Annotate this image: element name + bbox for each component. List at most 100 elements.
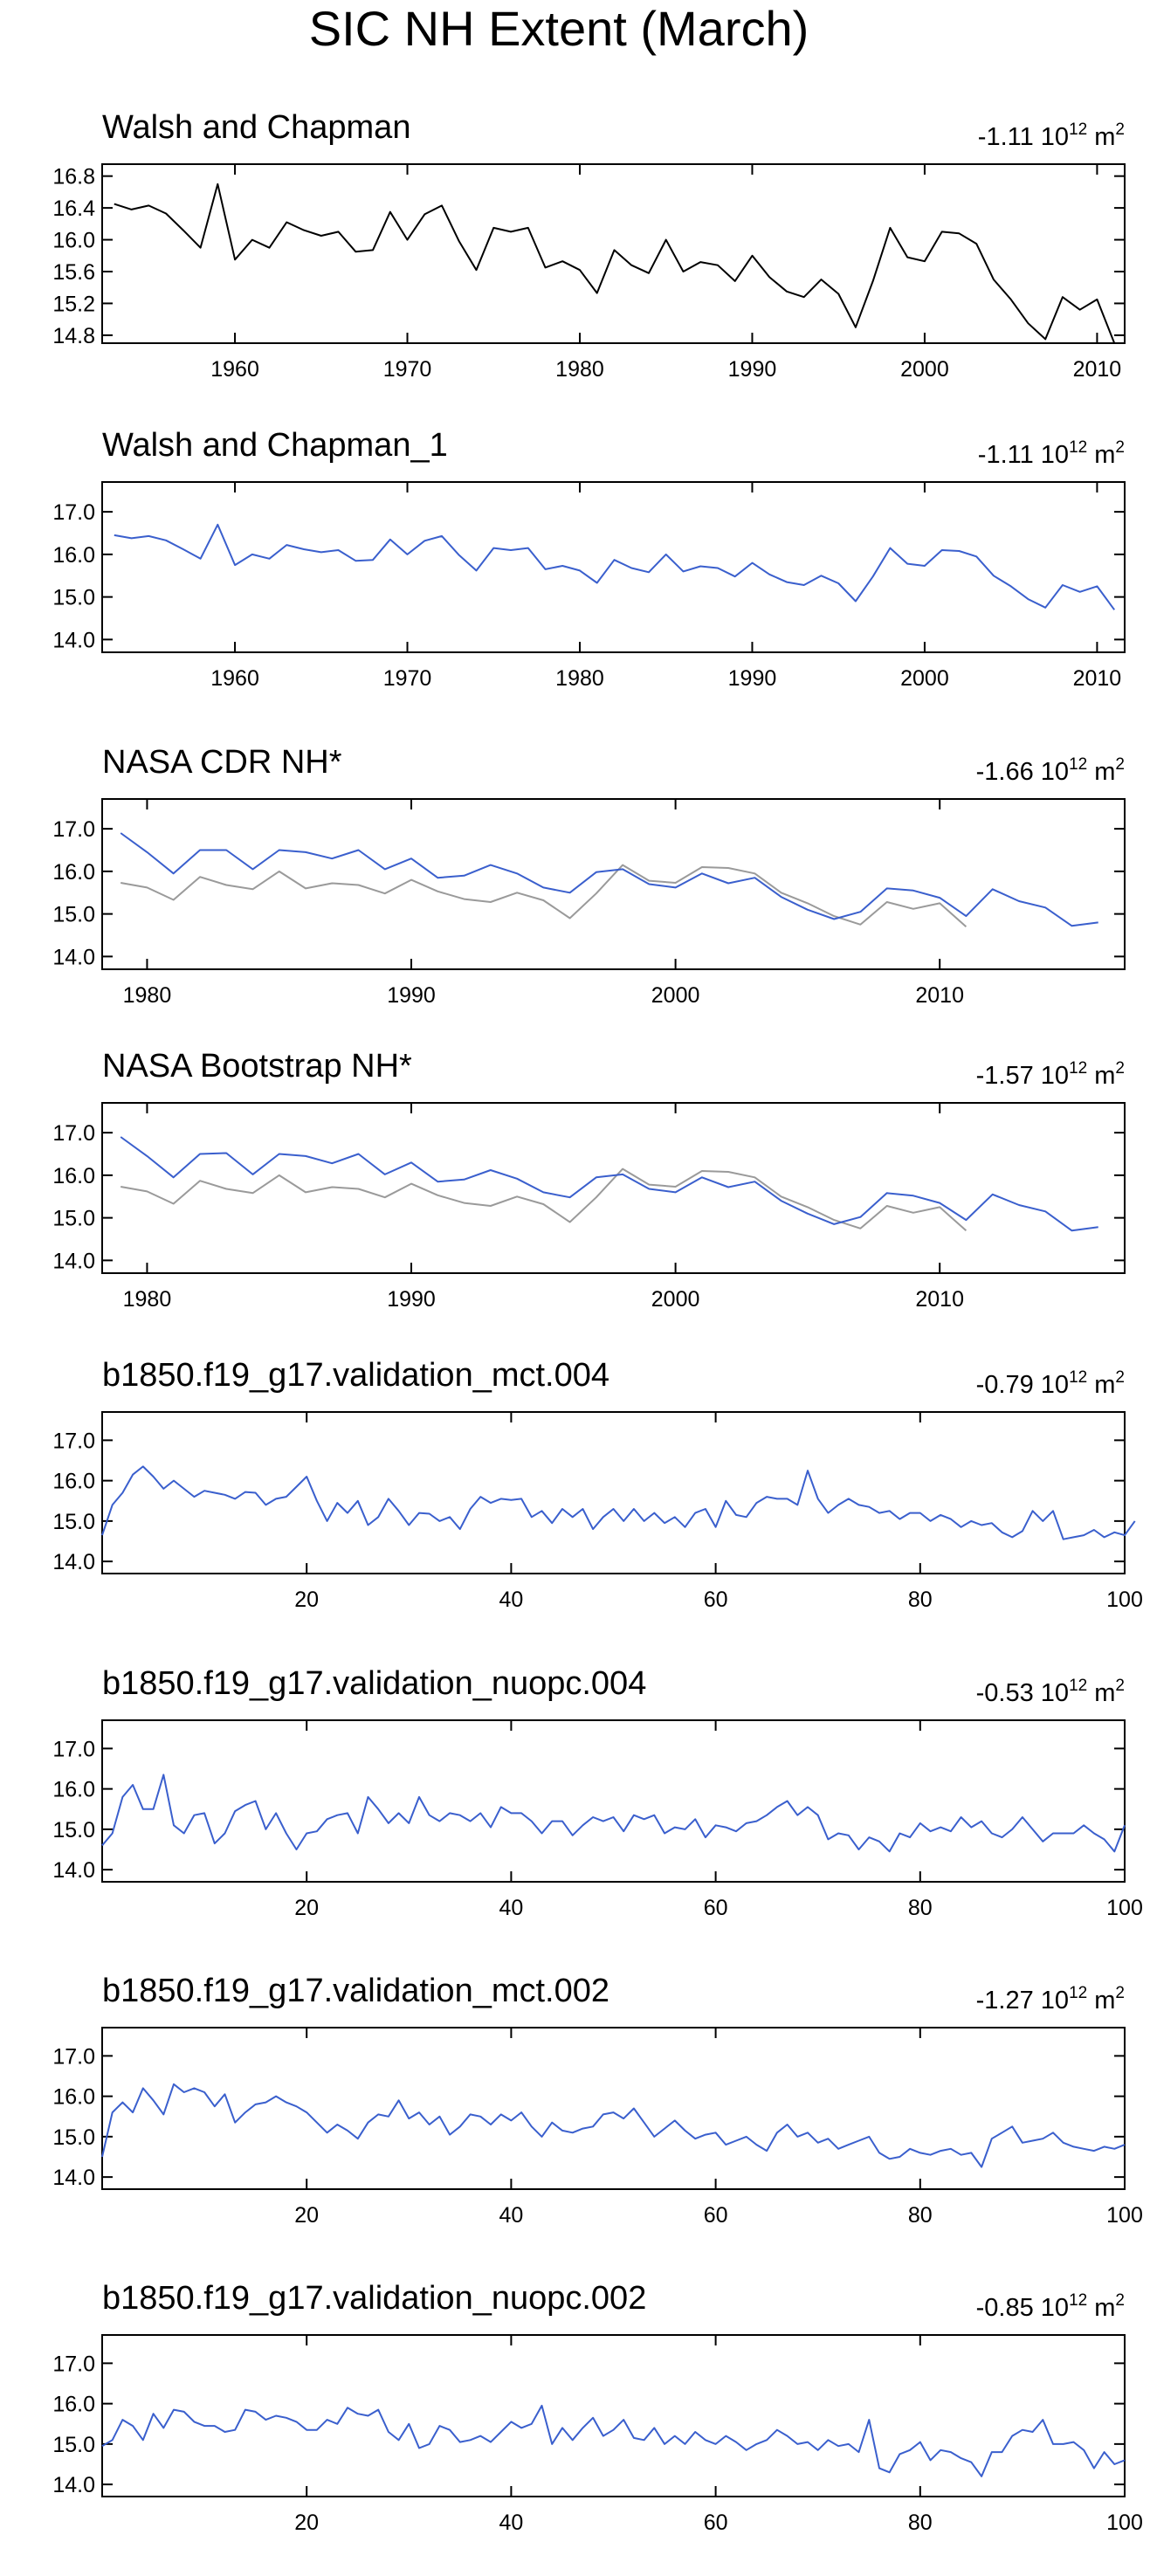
panel-1: Walsh and Chapman -1.11 1012 m2 14.8 15.2 15… — [52, 109, 1126, 382]
x-tick-label: 100 — [1106, 1588, 1143, 1612]
x-tick-label: 40 — [499, 1588, 523, 1612]
y-tick-label: 16.8 — [52, 165, 95, 189]
y-tick-label: 16.0 — [52, 543, 95, 568]
x-tick-label: 100 — [1106, 2203, 1143, 2228]
x-tick-label: 1980 — [555, 666, 604, 691]
plot-frame — [101, 1411, 1126, 1574]
series-line-nasa-cdr-nh — [120, 832, 1098, 927]
x-tick-label: 1990 — [728, 357, 777, 382]
plot-frame — [101, 2027, 1126, 2190]
x-tick-label: 1970 — [383, 357, 432, 382]
panel-title: b1850.f19_g17.validation_nuopc.002 — [102, 2280, 646, 2317]
trend-part: -0.53 10 — [976, 1679, 1069, 1707]
trend-part: 2 — [1115, 1677, 1125, 1695]
x-tick-label: 60 — [704, 1588, 728, 1612]
x-tick-label: 80 — [908, 1588, 933, 1612]
y-tick-label: 17.0 — [52, 2352, 95, 2376]
plot-frame — [101, 798, 1126, 970]
trend-part: 12 — [1069, 1368, 1087, 1387]
trend-part: m — [1087, 1371, 1115, 1399]
y-tick-label: 16.0 — [52, 860, 95, 885]
series-line-b1850-f19-g17-validation-mct-002 — [101, 2083, 1126, 2168]
x-tick-label: 2000 — [900, 666, 949, 691]
y-tick-label: 17.0 — [52, 1429, 95, 1453]
x-tick-label: 1960 — [210, 666, 259, 691]
y-tick-label: 15.0 — [52, 1818, 95, 1842]
trend-part: 2 — [1115, 1059, 1125, 1078]
y-tick-label: 16.0 — [52, 2085, 95, 2110]
trend-label: -1.27 1012 m2 — [976, 1984, 1125, 2015]
series-line-b1850-f19-g17-validation-nuopc-002 — [101, 2404, 1126, 2477]
x-tick-label: 2000 — [651, 983, 700, 1008]
trend-label: -1.11 1012 m2 — [978, 121, 1125, 151]
trend-part: 2 — [1115, 121, 1125, 139]
panel-title: Walsh and Chapman_1 — [102, 427, 448, 464]
y-tick-label: 15.2 — [52, 292, 95, 316]
y-tick-label: 15.0 — [52, 586, 95, 610]
y-tick-label: 14.0 — [52, 1858, 95, 1883]
series-line-walsh-and-chapman-1 — [114, 523, 1116, 610]
x-tick-label: 40 — [499, 2203, 523, 2228]
x-tick-label: 1990 — [387, 983, 436, 1008]
trend-part: 2 — [1115, 438, 1125, 457]
y-tick-label: 16.0 — [52, 1778, 95, 1802]
trend-label: -0.53 1012 m2 — [976, 1677, 1125, 1707]
panel-3: NASA CDR NH* -1.66 1012 m2 14.0 15.0 16.0 17.… — [52, 744, 1126, 1008]
y-tick-label: 15.0 — [52, 1207, 95, 1231]
x-tick-label: 1970 — [383, 666, 432, 691]
y-tick-label: 17.0 — [52, 1737, 95, 1761]
series-line-walsh-and-chapman — [121, 864, 968, 928]
trend-part: 2 — [1115, 2291, 1125, 2310]
x-tick-label: 20 — [294, 2511, 319, 2535]
panel-title: b1850.f19_g17.validation_mct.002 — [102, 1973, 609, 2009]
trend-part: -1.66 10 — [976, 758, 1069, 786]
series-line-walsh-and-chapman — [121, 1167, 968, 1232]
y-tick-label: 17.0 — [52, 500, 95, 525]
y-tick-label: 16.0 — [52, 1470, 95, 1494]
panel-6: b1850.f19_g17.validation_nuopc.004 -0.53 … — [52, 1665, 1143, 1920]
plot-frame — [101, 1102, 1126, 1274]
trend-part: m — [1087, 123, 1115, 151]
y-tick-label: 17.0 — [52, 2044, 95, 2069]
trend-part: 12 — [1069, 1984, 1087, 2002]
trend-part: -0.79 10 — [976, 1371, 1069, 1399]
panels-container: Walsh and Chapman -1.11 1012 m214.815.215… — [52, 109, 1143, 2535]
x-tick-label: 60 — [704, 1896, 728, 1920]
panel-title: Walsh and Chapman — [102, 109, 410, 146]
trend-part: m — [1087, 1679, 1115, 1707]
y-tick-label: 17.0 — [52, 1121, 95, 1146]
trend-label: -1.11 1012 m2 — [978, 438, 1125, 469]
x-tick-label: 40 — [499, 1896, 523, 1920]
panel-8: b1850.f19_g17.validation_nuopc.002 -0.85 … — [52, 2280, 1143, 2535]
series-line-b1850-f19-g17-validation-mct-004 — [101, 1465, 1136, 1540]
trend-part: -1.11 10 — [978, 441, 1069, 469]
x-tick-label: 100 — [1106, 2511, 1143, 2535]
plot-frame — [101, 163, 1126, 344]
trend-part: 12 — [1069, 121, 1087, 139]
y-tick-label: 14.0 — [52, 1249, 95, 1273]
y-tick-label: 15.0 — [52, 1510, 95, 1534]
x-tick-label: 20 — [294, 1896, 319, 1920]
x-tick-label: 2010 — [1073, 357, 1122, 382]
y-tick-label: 15.6 — [52, 260, 95, 285]
trend-part: 12 — [1069, 438, 1087, 457]
trend-label: -1.66 1012 m2 — [976, 755, 1125, 786]
trend-part: m — [1087, 1062, 1115, 1090]
panel-5: b1850.f19_g17.validation_mct.004 -0.79 10… — [52, 1357, 1143, 1612]
y-tick-label: 16.0 — [52, 229, 95, 253]
y-tick-label: 14.0 — [52, 628, 95, 652]
trend-part: 12 — [1069, 2291, 1087, 2310]
series-line-nasa-bootstrap-nh — [120, 1136, 1098, 1232]
plot-frame — [101, 1719, 1126, 1883]
trend-label: -1.57 1012 m2 — [976, 1059, 1125, 1090]
series-line-b1850-f19-g17-validation-nuopc-004 — [101, 1774, 1126, 1853]
x-tick-label: 2000 — [900, 357, 949, 382]
trend-label: -0.85 1012 m2 — [976, 2291, 1125, 2322]
plot-frame — [101, 2334, 1126, 2497]
y-tick-label: 14.0 — [52, 2473, 95, 2497]
x-tick-label: 1990 — [387, 1287, 436, 1312]
y-tick-label: 15.0 — [52, 2433, 95, 2457]
trend-part: 2 — [1115, 755, 1125, 774]
trend-label: -0.79 1012 m2 — [976, 1368, 1125, 1399]
